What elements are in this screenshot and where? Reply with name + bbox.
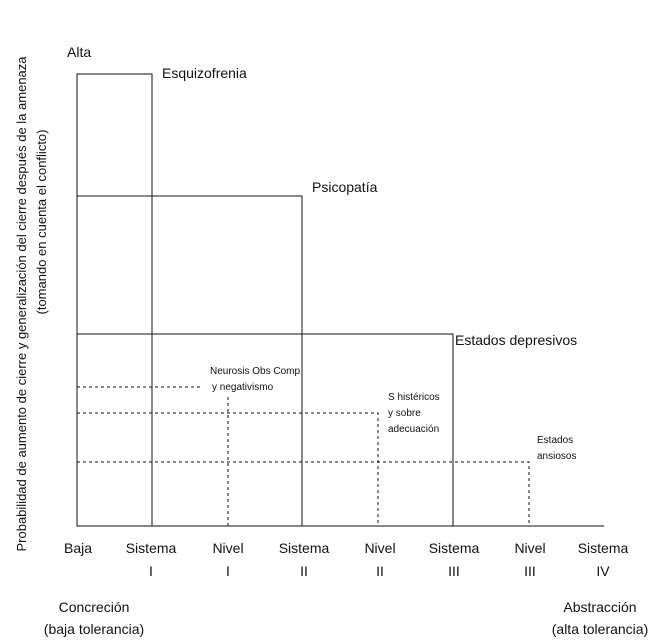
- x-tick-1-line1: Sistema: [126, 540, 177, 556]
- histericos-dashed-outline: [77, 412, 379, 526]
- y-axis-title-line1: Probabilidad de aumento de cierre y gene…: [14, 56, 29, 552]
- x-left-end-line2: (baja tolerancia): [44, 621, 144, 637]
- x-tick-3-line2: II: [300, 563, 308, 579]
- label-histericos-line3: adecuación: [388, 424, 439, 435]
- psicopatia-block: [76, 195, 303, 527]
- label-psicopatia: Psicopatía: [312, 179, 378, 195]
- x-right-end-line1: Abstracción: [563, 599, 636, 615]
- x-tick-4-line1: Nivel: [364, 540, 395, 556]
- label-esquizofrenia: Esquizofrenia: [162, 65, 247, 81]
- y-axis-top-label: Alta: [67, 44, 91, 60]
- label-neurosis-line1: Neurosis Obs Comp: [210, 366, 300, 377]
- x-tick-3-line1: Sistema: [279, 540, 330, 556]
- y-axis-title-line2: (tomando en cuenta el conflicto): [34, 130, 49, 315]
- x-tick-6-line1: Nivel: [514, 540, 545, 556]
- x-tick-2-line1: Nivel: [212, 540, 243, 556]
- x-tick-6-line2: III: [524, 563, 536, 579]
- x-tick-2-line2: I: [226, 563, 230, 579]
- esquizofrenia-block: [76, 73, 153, 527]
- x-tick-7-line1: Sistema: [578, 540, 629, 556]
- label-neurosis-line2: y negativismo: [212, 382, 274, 393]
- label-ansiosos-line1: Estados: [537, 435, 573, 446]
- label-estados-depresivos: Estados depresivos: [455, 332, 577, 348]
- label-histericos-line1: S histéricos: [388, 392, 440, 403]
- ansiosos-dashed-outline: [77, 461, 530, 526]
- label-histericos-line2: y sobre: [388, 408, 421, 419]
- estados-depresivos-block: [76, 333, 454, 527]
- x-right-end-line2: (alta tolerancia): [552, 621, 649, 637]
- x-tick-1-line2: I: [149, 563, 153, 579]
- x-left-end-line1: Concreción: [59, 599, 130, 615]
- x-tick-5-line1: Sistema: [429, 540, 480, 556]
- label-ansiosos-line2: ansiosos: [537, 451, 576, 462]
- x-tick-0-line1: Baja: [64, 540, 92, 556]
- x-tick-7-line2: IV: [596, 563, 610, 579]
- x-tick-5-line2: III: [448, 563, 460, 579]
- x-tick-4-line2: II: [376, 563, 384, 579]
